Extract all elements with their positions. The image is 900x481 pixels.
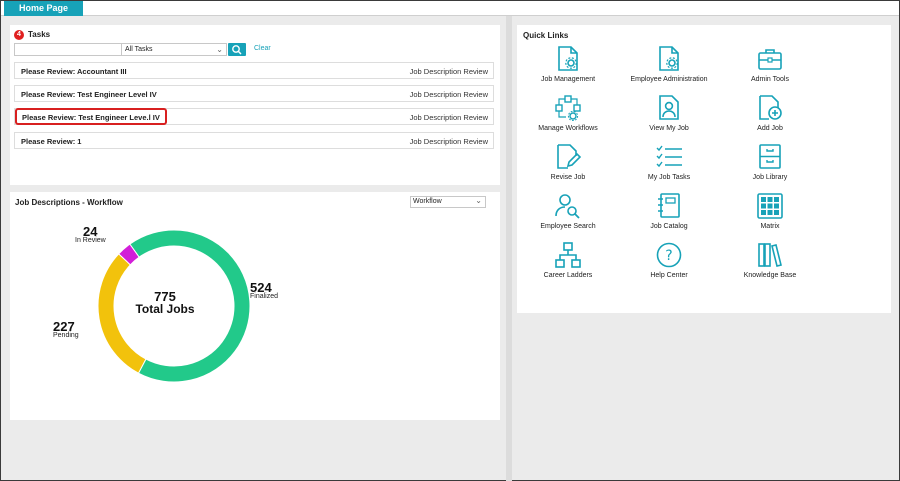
help-icon: ? (656, 242, 682, 268)
task-name: Please Review: Accountant III (21, 67, 127, 76)
document-plus-icon (759, 95, 782, 120)
checklist-icon (656, 145, 682, 168)
workflow-icon (555, 95, 581, 121)
search-icon (232, 45, 242, 55)
tab-home-page[interactable]: Home Page (4, 1, 83, 16)
quick-link-knowledge-base[interactable]: Knowledge Base (715, 242, 825, 286)
donut-chart (97, 229, 251, 383)
task-row[interactable]: Please Review: Test Engineer Level IV Jo… (14, 85, 494, 102)
quick-link-employee-administration[interactable]: Employee Administration (614, 46, 724, 90)
donut-segments (97, 229, 251, 383)
document-pencil-icon (557, 144, 581, 169)
quick-link-manage-workflows[interactable]: Manage Workflows (513, 95, 623, 139)
svg-text:?: ? (665, 248, 672, 264)
quick-link-career-ladders[interactable]: Career Ladders (513, 242, 623, 286)
person-document-icon (659, 95, 679, 120)
quick-links-title: Quick Links (523, 31, 569, 40)
chevron-down-icon: ⌄ (475, 196, 482, 205)
task-row[interactable]: Please Review: Accountant III Job Descri… (14, 62, 494, 79)
quick-link-label: Add Job (757, 125, 783, 132)
quick-link-job-library[interactable]: Job Library (715, 144, 825, 188)
quick-link-admin-tools[interactable]: Admin Tools (715, 46, 825, 90)
quick-link-label: Job Management (540, 76, 596, 83)
pending-value: 227 (53, 319, 75, 334)
donut-segment-in-review[interactable] (118, 243, 140, 266)
quick-link-label: Revise Job (550, 174, 586, 181)
tasks-panel: 4 Tasks All Tasks ⌄ Clear Please Review:… (10, 25, 500, 185)
grid-icon (757, 193, 783, 219)
task-type: Job Description Review (409, 113, 488, 122)
quick-link-label: Knowledge Base (743, 272, 797, 279)
quick-link-label: Career Ladders (543, 272, 593, 279)
task-type: Job Description Review (409, 137, 488, 146)
books-icon (758, 243, 782, 267)
task-filter-value: All Tasks (125, 46, 153, 53)
pending-label: Pending (53, 332, 79, 339)
task-name: Please Review: Test Engineer Level IV (21, 90, 157, 99)
cabinet-icon (759, 144, 781, 169)
in-review-label: In Review (75, 237, 106, 244)
chevron-down-icon: ⌄ (216, 45, 223, 54)
quick-link-matrix[interactable]: Matrix (715, 193, 825, 237)
task-count-badge: 4 (14, 30, 24, 40)
quick-link-revise-job[interactable]: Revise Job (513, 144, 623, 188)
task-name: Please Review: Test Engineer Leve.l IV (15, 108, 167, 125)
search-button[interactable] (228, 43, 246, 56)
quick-link-label: Admin Tools (750, 76, 789, 83)
quick-link-label: Help Center (650, 272, 688, 279)
clear-link[interactable]: Clear (254, 45, 271, 52)
total-jobs-label: Total Jobs (135, 302, 195, 316)
person-search-icon (555, 194, 580, 219)
task-type: Job Description Review (409, 90, 488, 99)
task-search-input[interactable] (14, 43, 128, 56)
quick-link-job-management[interactable]: Job Management (513, 46, 623, 90)
task-row-highlighted[interactable]: Please Review: Test Engineer Leve.l IV J… (14, 108, 494, 125)
quick-link-label: View My Job (649, 125, 689, 132)
quick-link-label: My Job Tasks (647, 174, 691, 181)
quick-link-view-my-job[interactable]: View My Job (614, 95, 724, 139)
quick-link-label: Employee Search (540, 223, 596, 230)
total-jobs-value: 775 (154, 289, 176, 304)
in-review-value: 24 (83, 224, 98, 239)
quick-link-label: Manage Workflows (538, 125, 598, 132)
column-divider (506, 16, 512, 481)
quick-link-employee-search[interactable]: Employee Search (513, 193, 623, 237)
org-chart-icon (555, 242, 581, 268)
task-row[interactable]: Please Review: 1 Job Description Review (14, 132, 494, 149)
finalized-label: Finalized (250, 293, 279, 300)
quick-link-label: Job Library (752, 174, 788, 181)
briefcase-icon (758, 49, 782, 70)
quick-link-help-center[interactable]: ? Help Center (614, 242, 724, 286)
document-gear-icon (659, 46, 679, 71)
workflow-panel: Job Descriptions - Workflow Workflow ⌄ 2… (10, 192, 500, 420)
task-type: Job Description Review (409, 67, 488, 76)
document-gear-icon (558, 46, 578, 71)
quick-link-my-job-tasks[interactable]: My Job Tasks (614, 144, 724, 188)
tasks-title: Tasks (28, 30, 51, 39)
quick-link-add-job[interactable]: Add Job (715, 95, 825, 139)
quick-links-panel: Quick Links Job Management Employee Admi… (517, 25, 891, 313)
workflow-select-value: Workflow (413, 198, 442, 205)
quick-link-label: Matrix (760, 223, 780, 230)
quick-link-label: Job Catalog (650, 223, 688, 230)
quick-link-label: Employee Administration (630, 76, 708, 83)
task-name: Please Review: 1 (21, 137, 82, 146)
quick-link-job-catalog[interactable]: Job Catalog (614, 193, 724, 237)
task-filter-select[interactable]: All Tasks ⌄ (121, 43, 227, 56)
finalized-value: 524 (250, 280, 272, 295)
workflow-title: Job Descriptions - Workflow (15, 198, 123, 207)
top-bar: Home Page (1, 1, 899, 16)
catalog-icon (658, 193, 680, 218)
workflow-select[interactable]: Workflow ⌄ (410, 196, 486, 208)
